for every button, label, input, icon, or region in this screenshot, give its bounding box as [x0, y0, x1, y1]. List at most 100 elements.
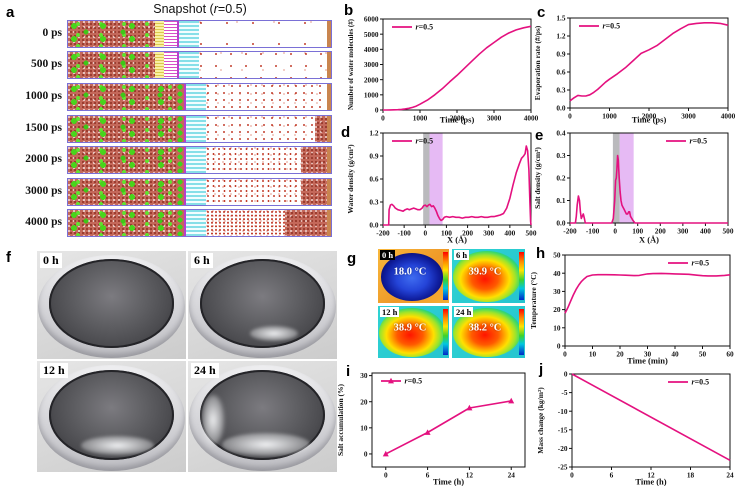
svg-text:24: 24: [508, 471, 516, 480]
glass-dish: [38, 255, 185, 358]
svg-text:r=0.5: r=0.5: [603, 22, 621, 31]
svg-text:-5: -5: [561, 388, 567, 397]
svg-text:6: 6: [610, 471, 614, 480]
svg-text:12: 12: [466, 471, 474, 480]
temperature-reading: 18.0 °C: [393, 266, 427, 278]
svg-text:4000: 4000: [524, 114, 539, 123]
chart-water-density: -200 -100 0 100 200 300 400 500 0.0 0.3 0.6 0.9 1.2 X…: [346, 129, 537, 245]
snapshot-strip: [67, 51, 332, 79]
membrane-yellow-layer: [154, 21, 164, 47]
salt-crust: [81, 435, 155, 455]
svg-text:3000: 3000: [364, 60, 379, 69]
photo-0h: 0 h: [37, 251, 186, 359]
svg-text:2000: 2000: [450, 114, 465, 123]
svg-text:1000: 1000: [413, 114, 428, 123]
svg-text:0.2: 0.2: [556, 174, 565, 183]
svg-text:Water density (g/cm³): Water density (g/cm³): [346, 144, 355, 214]
svg-text:r=0.5: r=0.5: [416, 137, 434, 146]
svg-text:0.9: 0.9: [556, 50, 565, 59]
svg-text:4000: 4000: [721, 112, 736, 121]
snapshot-time-label: 4000 ps: [25, 216, 62, 228]
thermal-colorbar: [519, 309, 524, 355]
svg-text:1.2: 1.2: [369, 129, 378, 138]
chart-water-molecules: 0 1000 2000 3000 4000 0 1000 2000 3000 4000 5000 60…: [346, 15, 539, 125]
svg-text:Number of water molecules (#): Number of water molecules (#): [346, 19, 355, 110]
membrane-cyan-layer: [185, 147, 206, 173]
right-wall: [327, 116, 331, 142]
svg-text:-10: -10: [558, 407, 568, 416]
svg-text:Time (h): Time (h): [635, 477, 666, 486]
svg-text:1.2: 1.2: [556, 32, 565, 41]
svg-text:0: 0: [568, 112, 572, 121]
membrane-line: [183, 210, 186, 236]
vapor-region: [205, 116, 327, 142]
svg-text:1000: 1000: [364, 90, 379, 99]
svg-text:0: 0: [364, 450, 368, 459]
membrane-line: [176, 21, 179, 47]
svg-text:0: 0: [570, 471, 574, 480]
snapshot-row: 500 ps: [8, 51, 332, 79]
snapshot-time-label: 2000 ps: [25, 153, 62, 165]
chart-temperature: 0 10 20 30 40 50 60 0 10 20 30 40 50 Time (min) Temper…: [529, 251, 734, 366]
right-wall: [327, 52, 331, 78]
photo-time-label: 24 h: [191, 363, 219, 378]
thermal-24h: 24 h 38.2 °C: [452, 306, 525, 358]
vapor-region: [205, 179, 327, 205]
membrane-cyan-layer: [185, 84, 206, 110]
panel-h-letter: h: [536, 245, 546, 262]
svg-text:r=0.5: r=0.5: [690, 137, 708, 146]
snapshot-time-label: 1500 ps: [25, 122, 62, 134]
svg-text:0: 0: [613, 227, 617, 236]
svg-text:0: 0: [375, 106, 379, 115]
svg-text:500: 500: [723, 227, 734, 236]
right-wall: [327, 210, 331, 236]
svg-text:30: 30: [360, 371, 368, 380]
membrane-cyan-layer: [178, 21, 199, 47]
snapshot-title: Snapshot (r=0.5): [100, 2, 300, 16]
snapshot-time-label: 0 ps: [42, 27, 63, 39]
vapor-region: [205, 84, 327, 110]
snapshot-time-label: 500 ps: [31, 58, 62, 70]
svg-text:0.3: 0.3: [556, 86, 565, 95]
svg-text:0.9: 0.9: [369, 152, 378, 161]
svg-text:3000: 3000: [487, 114, 502, 123]
temperature-reading: 39.9 °C: [468, 266, 502, 278]
snapshot-title-post: =0.5): [217, 2, 247, 16]
snapshot-row: 4000 ps: [8, 209, 332, 237]
right-wall: [327, 21, 331, 47]
membrane-line: [183, 147, 186, 173]
thermal-0h: 0 h 18.0 °C: [378, 249, 449, 303]
panel-f-letter: f: [6, 249, 11, 266]
svg-text:200: 200: [655, 227, 666, 236]
svg-text:3000: 3000: [681, 112, 696, 121]
salt-accumulation-layer: [176, 116, 184, 142]
salt-crust-side: [202, 395, 224, 445]
svg-text:r=0.5: r=0.5: [692, 378, 710, 387]
svg-text:0.1: 0.1: [556, 196, 565, 205]
svg-text:Time (ps): Time (ps): [632, 115, 667, 125]
svg-text:-25: -25: [558, 463, 568, 472]
svg-text:6000: 6000: [364, 15, 379, 24]
svg-text:2000: 2000: [642, 112, 657, 121]
thermal-disk: [380, 253, 444, 301]
snapshot-strip: [67, 83, 332, 111]
membrane-arrows: [163, 21, 177, 47]
svg-text:100: 100: [632, 227, 643, 236]
svg-text:Time (ps): Time (ps): [440, 115, 475, 125]
svg-text:0: 0: [564, 370, 568, 379]
svg-text:40: 40: [553, 269, 561, 278]
panel-i-letter: i: [346, 363, 351, 380]
svg-text:0: 0: [563, 350, 567, 359]
snapshot-title-r: r: [213, 2, 218, 16]
svg-text:-200: -200: [376, 229, 390, 238]
chart-evaporation-rate: 0 1000 2000 3000 4000 0.0 0.3 0.6 0.9 1.2 1.5 Time …: [533, 14, 736, 125]
right-wall: [327, 84, 331, 110]
glass-dish: [189, 365, 336, 471]
photo-time-label: 12 h: [40, 363, 68, 378]
right-wall: [327, 179, 331, 205]
photo-time-label: 6 h: [191, 253, 213, 268]
thermal-12h: 12 h 38.9 °C: [378, 306, 449, 358]
svg-text:-200: -200: [563, 227, 577, 236]
thermal-colorbar: [519, 252, 524, 300]
photo-24h: 24 h: [188, 361, 337, 472]
